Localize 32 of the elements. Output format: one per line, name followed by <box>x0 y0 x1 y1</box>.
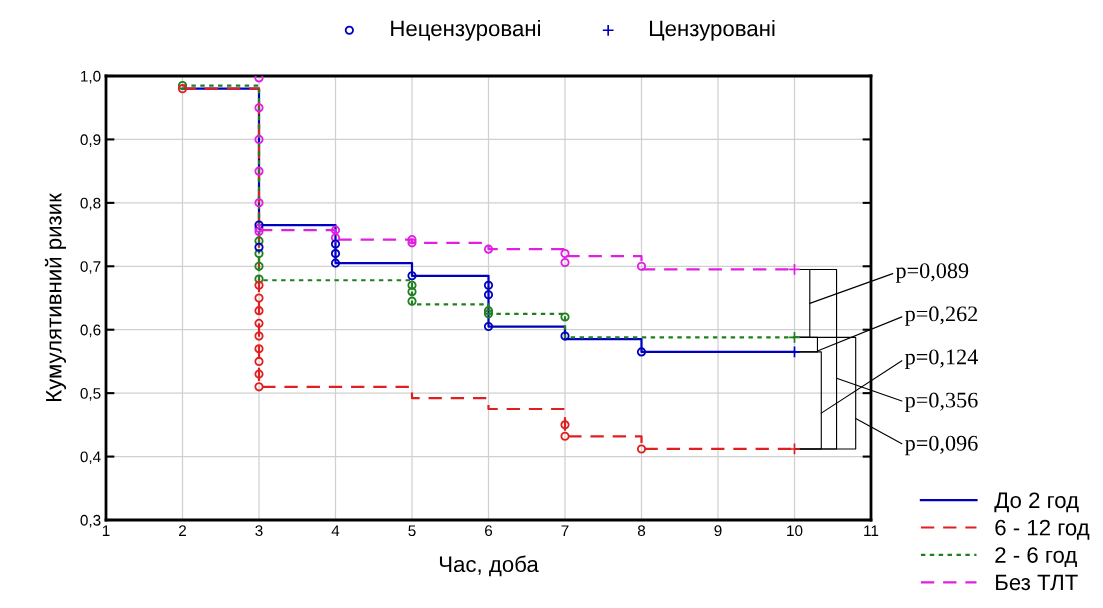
y-tick-label: 0,7 <box>80 261 101 274</box>
y-tick-label: 0,3 <box>80 514 101 528</box>
y-tick-label: 0,6 <box>80 324 101 338</box>
x-tick-label: 11 <box>864 525 879 536</box>
y-tick-label: 1,0 <box>81 70 101 84</box>
legend-label: Нецензуровані <box>391 20 541 41</box>
x-tick-label: 5 <box>408 525 416 537</box>
legend-label: Цензуровані <box>649 20 775 41</box>
legend-label: До 2 год <box>994 492 1079 513</box>
x-tick-label: 2 <box>179 525 186 536</box>
text: p=0,096 <box>905 435 978 456</box>
x-tick-label: 1 <box>102 525 110 536</box>
x-tick-label: 8 <box>637 525 646 537</box>
text: p=0,089 <box>895 263 969 283</box>
legend-label: 2 - 6 год <box>995 547 1077 568</box>
y-tick-label: 0,8 <box>80 197 101 211</box>
legend-label: 6 - 12 год <box>995 519 1090 540</box>
x-tick-label: 6 <box>485 525 493 537</box>
y-tick-label: 0,5 <box>80 388 101 401</box>
text: p=0,124 <box>905 349 978 369</box>
y-axis-title: Кумулятивний ризик <box>44 193 67 402</box>
legend-label: Без ТЛТ <box>996 574 1078 591</box>
x-tick-label: 7 <box>561 525 569 536</box>
y-tick-label: 0,9 <box>80 134 101 147</box>
text: p=0,356 <box>905 392 978 413</box>
y-tick-label: 0,4 <box>80 451 101 465</box>
x-tick-label: 10 <box>787 525 803 537</box>
x-tick-label: 9 <box>714 525 722 537</box>
text: p=0,262 <box>905 306 978 326</box>
x-tick-label: 3 <box>255 525 263 537</box>
x-tick-label: 4 <box>331 525 340 536</box>
x-axis-title: Час, доба <box>439 555 539 577</box>
